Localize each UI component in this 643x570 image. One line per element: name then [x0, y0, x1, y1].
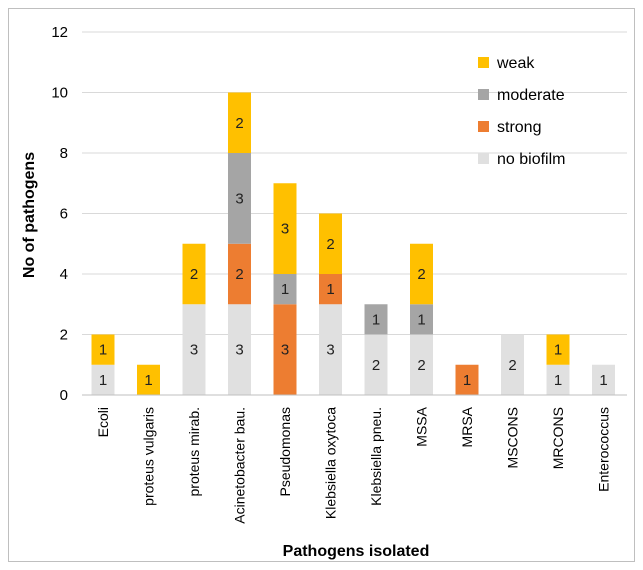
bars [91, 92, 615, 395]
bar-segment [319, 304, 342, 395]
bar-segment [364, 334, 388, 395]
bar-segment [91, 334, 115, 365]
data-label: 3 [326, 342, 334, 359]
data-label: 1 [281, 281, 289, 298]
data-label: 1 [99, 342, 107, 359]
x-tick-label: MRSA [459, 406, 475, 447]
bar-segment [182, 243, 206, 305]
bar-segment [228, 304, 251, 395]
data-label: 2 [417, 357, 425, 374]
bar-segment [410, 334, 433, 395]
bar-segment [319, 213, 342, 274]
data-label: 3 [235, 190, 243, 207]
data-label: 1 [99, 372, 107, 389]
y-tick-label: 0 [60, 387, 68, 404]
bar-segment [410, 243, 433, 305]
bar-segment [273, 274, 297, 305]
data-label: 1 [326, 281, 334, 298]
data-label: 3 [190, 342, 198, 359]
data-label: 1 [599, 372, 607, 389]
legend-swatch [478, 121, 489, 132]
legend-label: strong [497, 119, 541, 136]
grid-lines [82, 31, 627, 335]
bar-segment [546, 334, 570, 365]
data-label: 1 [417, 311, 425, 328]
y-tick-label: 2 [60, 327, 68, 344]
data-label: 2 [235, 266, 243, 283]
data-label: 1 [554, 372, 562, 389]
data-label: 2 [326, 236, 334, 253]
bar-segment [91, 364, 115, 395]
data-label: 3 [281, 221, 289, 238]
data-label: 3 [235, 342, 243, 359]
y-tick-label: 12 [51, 24, 68, 41]
data-label: 3 [281, 342, 289, 359]
legend-swatch [478, 153, 489, 164]
y-tick-label: 4 [60, 266, 68, 283]
data-label: 1 [463, 372, 471, 389]
x-tick-label: proteus vulgaris [141, 407, 157, 506]
x-tick-label: Enterococcus [596, 407, 612, 492]
data-label: 1 [372, 311, 380, 328]
legend-label: no biofilm [497, 151, 565, 168]
x-tick-label: proteus mirab. [186, 407, 202, 496]
x-tick-label: Pseudomonas [277, 407, 293, 497]
data-label: 1 [144, 372, 152, 389]
y-tick-label: 8 [60, 145, 68, 162]
bar-segment [410, 304, 433, 335]
bar-segment [273, 304, 297, 395]
data-label: 2 [372, 357, 380, 374]
data-label: 2 [417, 266, 425, 283]
x-tick-label: Klebsiella pneu. [368, 407, 384, 506]
x-tick-label: Ecoli [95, 407, 111, 437]
x-tick-label: MSCONS [505, 407, 521, 468]
bar-segment [228, 92, 251, 153]
x-tick-label: MRCONS [550, 407, 566, 469]
bar-segment [546, 364, 570, 395]
bar-segment [319, 274, 342, 305]
bar-segment [364, 304, 388, 335]
data-label: 1 [554, 342, 562, 359]
data-label: 2 [508, 357, 516, 374]
y-tick-label: 6 [60, 206, 68, 223]
legend-swatch [478, 89, 489, 100]
x-axis-title: Pathogens isolated [283, 543, 430, 560]
legend-label: moderate [497, 87, 565, 104]
data-label: 2 [190, 266, 198, 283]
bar-segment [228, 243, 251, 305]
data-label: 2 [235, 115, 243, 132]
y-axis-title: No of pathogens [21, 152, 38, 278]
x-tick-label: Acinetobacter bau. [232, 407, 248, 524]
y-tick-label: 10 [51, 85, 68, 102]
bar-segment [228, 153, 251, 244]
x-tick-label: Klebsiella oxytoca [323, 407, 339, 519]
bar-segment [501, 334, 524, 395]
x-tick-label: MSSA [414, 406, 430, 446]
bar-segment [455, 364, 479, 395]
data-labels: 1 1 1 3 2 3 2 3 2 3 1 3 3 1 2 2 1 2 1 2 1 2 1 1 1 [99, 115, 608, 389]
bar-segment [592, 364, 615, 395]
legend: weak moderate strong no biofilm [478, 55, 565, 168]
legend-label: weak [496, 55, 535, 72]
bar-segment [137, 364, 160, 395]
bar-segment [273, 183, 297, 274]
legend-swatch [478, 57, 489, 68]
bar-segment [182, 304, 206, 395]
